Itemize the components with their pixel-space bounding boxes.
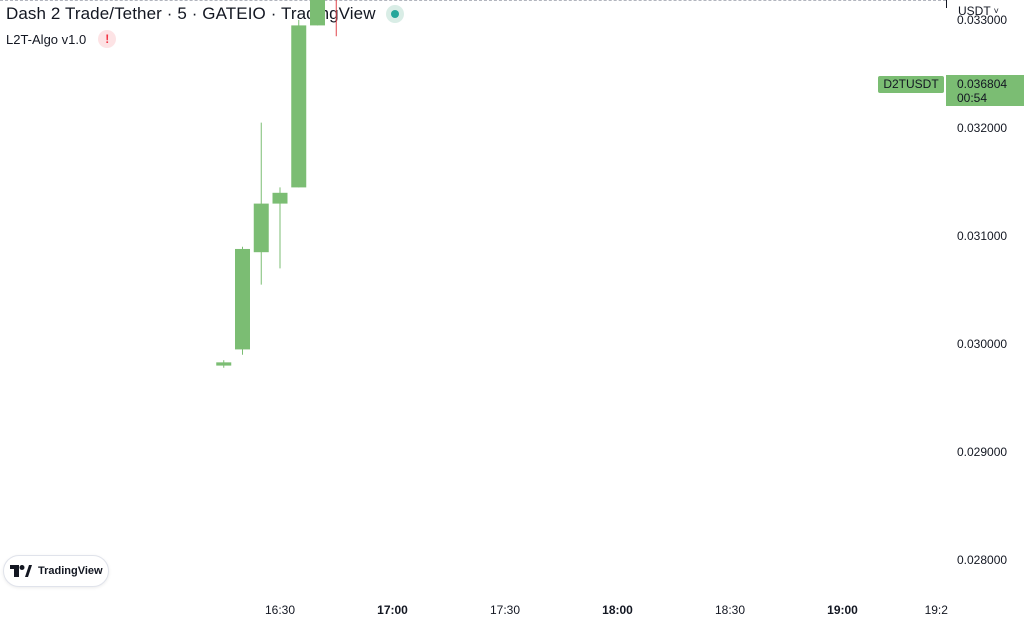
y-tick-label: 0.030000 [957,337,1007,351]
y-tick-label: 0.031000 [957,229,1007,243]
candle-body[interactable] [272,192,288,204]
candle-body[interactable] [253,203,269,253]
y-tick-label: 0.028000 [957,553,1007,567]
bar-countdown: 00:54 [957,91,988,105]
market-status-icon[interactable] [385,5,404,23]
candle-body[interactable] [235,248,250,350]
x-tick-label: 17:30 [490,603,520,617]
candle-body[interactable] [216,362,232,366]
x-tick-label: 18:30 [715,603,745,617]
top-dashed-line [0,0,946,1]
chart-title: Dash 2 Trade/Tether · 5 · GATEIO · Tradi… [6,4,376,23]
candle-body[interactable] [310,0,325,26]
tradingview-logo-icon [10,565,32,577]
symbol-tag: D2TUSDT [878,76,944,93]
indicator-legend[interactable]: L2T-Algo v1.0 ! [6,30,117,48]
axis-separator [946,0,947,8]
tradingview-logo-text: TradingView [38,565,103,577]
tradingview-logo[interactable]: TradingView [3,555,109,587]
y-tick-label: 0.032000 [957,121,1007,135]
x-tick-label: 19:2 [925,603,949,617]
indicator-name: L2T-Algo v1.0 [6,31,87,47]
x-tick-label: 19:00 [827,603,858,617]
y-tick-label: 0.029000 [957,445,1007,459]
last-price-tag: 0.036804 00:54 [946,75,1024,106]
y-tick-label: 0.033000 [957,13,1007,27]
last-price-value: 0.036804 [957,77,1008,91]
x-tick-label: 18:00 [602,603,633,617]
currency-selector[interactable]: USDT ˅ [958,4,999,18]
x-tick-label: 16:30 [265,603,295,617]
x-tick-label: 17:00 [377,603,408,617]
candle-body[interactable] [291,25,307,188]
currency-label: USDT [958,4,991,18]
chart-header: Dash 2 Trade/Tether · 5 · GATEIO · Tradi… [6,4,404,24]
warning-icon[interactable]: ! [98,30,117,48]
chevron-down-icon: ˅ [993,6,999,16]
